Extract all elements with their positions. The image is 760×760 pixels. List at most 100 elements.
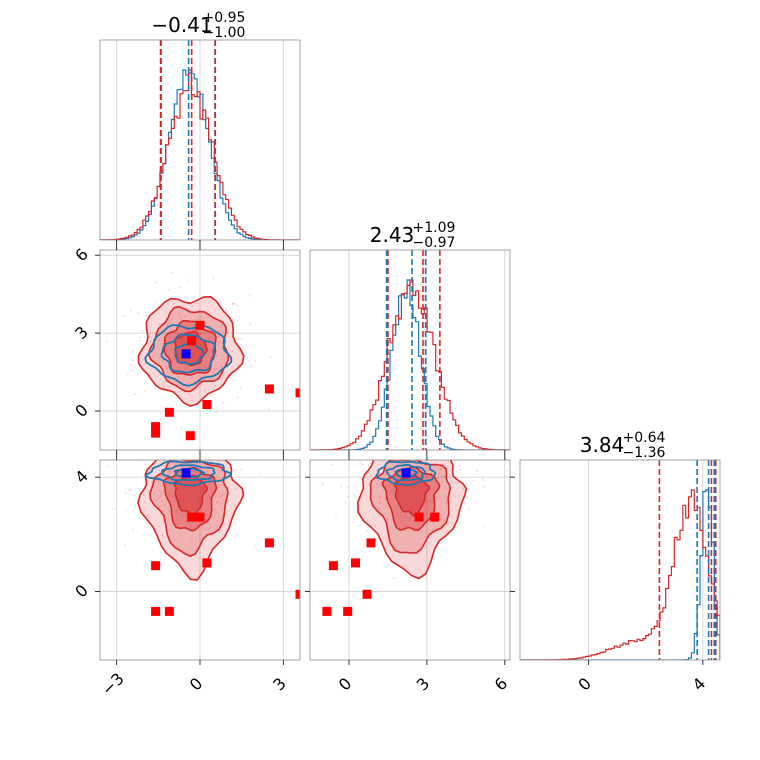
sample-point: [199, 375, 201, 378]
sample-point: [219, 469, 222, 472]
sample-point: [186, 329, 188, 332]
sample-point: [429, 492, 431, 495]
sample-point: [145, 314, 147, 317]
sample-point: [204, 529, 207, 531]
sample-point: [449, 477, 452, 479]
sample-point: [392, 494, 394, 496]
y-tick-label-p1: 6: [71, 245, 92, 266]
sample-point: [220, 326, 223, 329]
sample-point: [222, 493, 224, 496]
truth-marker-red: [164, 407, 174, 417]
sample-point: [335, 514, 337, 516]
sample-point: [215, 354, 218, 357]
sample-point: [169, 511, 171, 514]
truth-marker-red: [151, 422, 161, 432]
sample-point: [475, 501, 477, 504]
sample-point: [451, 509, 454, 512]
sample-point: [207, 331, 210, 334]
sample-point: [428, 448, 430, 450]
sample-point: [236, 304, 239, 307]
sample-point: [423, 466, 426, 468]
sample-point: [170, 328, 173, 331]
sample-point: [149, 469, 151, 471]
sample-point: [147, 514, 149, 516]
sample-point: [472, 479, 475, 482]
sample-point: [179, 404, 182, 407]
sample-point: [105, 340, 108, 343]
sample-point: [384, 497, 386, 500]
sample-point: [379, 485, 382, 487]
title-plus-p1: +1.09: [413, 220, 456, 236]
sample-point: [463, 503, 466, 505]
sample-point: [221, 330, 224, 332]
sample-point: [227, 500, 229, 502]
sample-point: [192, 470, 195, 473]
sample-point: [176, 512, 179, 515]
sample-point: [254, 359, 256, 362]
contour-blue-1.3: [385, 464, 426, 482]
sample-point: [222, 499, 224, 501]
sample-point: [451, 500, 454, 502]
sample-point: [159, 484, 161, 487]
truth-marker-red: [430, 512, 440, 522]
sample-point: [149, 528, 152, 530]
sample-point: [154, 301, 157, 304]
sample-point: [230, 453, 232, 455]
sample-point: [208, 495, 210, 498]
sample-point: [173, 480, 175, 483]
sample-point: [215, 410, 218, 413]
sample-point: [423, 505, 426, 508]
x-tick-label-p0: 3: [269, 674, 290, 695]
sample-point: [217, 330, 220, 333]
sample-point: [467, 508, 470, 510]
sample-point: [183, 441, 185, 443]
sample-point: [131, 359, 134, 362]
sample-point: [194, 457, 196, 459]
histogram-red-p1: [310, 279, 510, 450]
sample-point: [459, 448, 461, 450]
density-frame-p1-p2: [309, 459, 511, 661]
sample-point: [163, 385, 165, 387]
sample-point: [405, 516, 408, 518]
sample-point: [232, 522, 234, 524]
sample-point: [183, 364, 186, 367]
sample-point: [248, 295, 251, 297]
sample-point: [216, 355, 219, 357]
sample-point: [222, 483, 224, 486]
sample-point: [169, 484, 171, 486]
histogram-red-p2: [520, 489, 720, 660]
sample-point: [441, 475, 444, 478]
sample-point: [458, 476, 460, 479]
sample-point: [404, 525, 406, 528]
sample-point: [372, 517, 375, 519]
sample-point: [362, 463, 365, 466]
sample-point: [382, 488, 385, 491]
sample-point: [393, 470, 395, 473]
sample-point: [89, 313, 91, 315]
sample-point: [215, 436, 217, 438]
sample-point: [172, 358, 175, 361]
truth-marker-red: [151, 606, 161, 616]
sample-point: [214, 369, 216, 371]
sample-point: [123, 315, 125, 318]
truth-marker-red: [295, 388, 300, 398]
hist-panel-p2: [520, 460, 720, 660]
sample-point: [222, 445, 224, 447]
sample-point: [231, 350, 233, 353]
sample-point: [233, 302, 235, 305]
sample-point: [384, 438, 386, 440]
sample-point: [376, 483, 378, 486]
sample-point: [167, 289, 170, 291]
sample-point: [163, 504, 166, 507]
sample-point: [439, 518, 442, 520]
truth-marker-red: [151, 428, 161, 438]
sample-point: [202, 463, 205, 465]
truth-marker-red: [195, 320, 205, 330]
sample-point: [373, 454, 375, 456]
sample-point: [424, 508, 427, 511]
truth-marker-red: [351, 558, 360, 568]
sample-point: [390, 489, 393, 492]
sample-point: [269, 356, 272, 358]
sample-point: [195, 376, 198, 379]
title-minus-p0: −1.00: [203, 25, 246, 41]
